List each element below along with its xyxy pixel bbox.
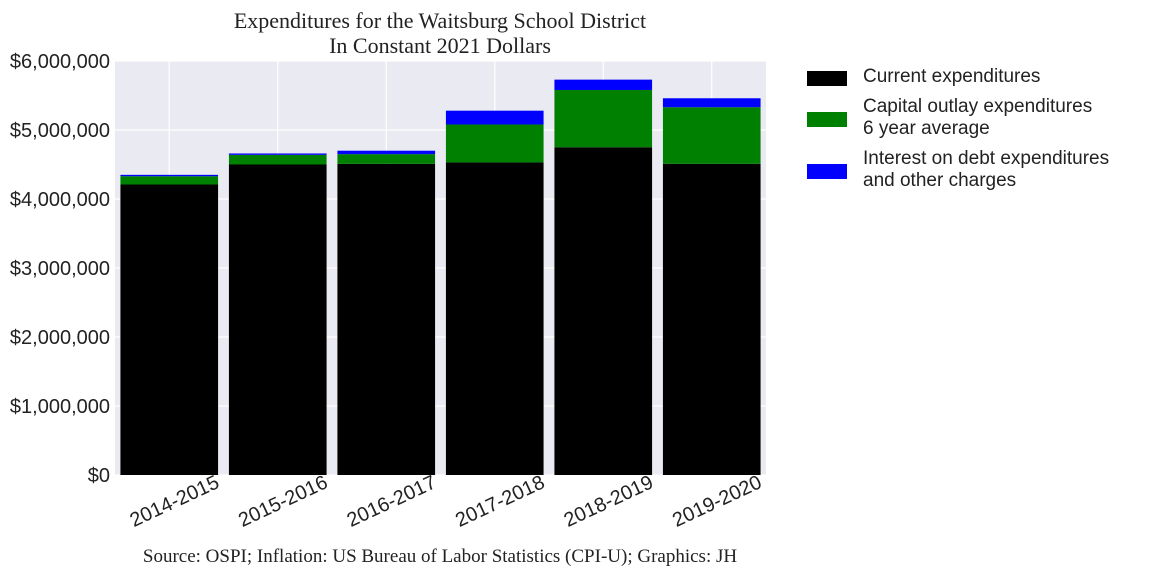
x-tick-label: 2016-2017	[344, 471, 440, 531]
source-note: Source: OSPI; Inflation: US Bureau of La…	[143, 546, 737, 567]
legend-swatch	[807, 164, 847, 179]
legend: Current expenditures Capital outlay expen…	[807, 66, 1109, 191]
legend-label: Interest on debt expenditures and other c…	[863, 148, 1109, 191]
bar-segment	[554, 147, 653, 475]
bar-segment	[228, 154, 327, 165]
y-tick-label: $1,000,000	[10, 396, 110, 418]
legend-label: Current expenditures	[863, 66, 1040, 87]
bar-segment	[445, 110, 544, 125]
bar-segment	[554, 79, 653, 90]
x-tick-label: 2017-2018	[452, 471, 548, 531]
y-tick-label: $5,000,000	[10, 120, 110, 142]
x-tick-label: 2015-2016	[235, 471, 331, 531]
bar-segment	[337, 150, 436, 155]
y-tick-label: $2,000,000	[10, 327, 110, 349]
x-tick-label: 2014-2015	[127, 471, 223, 531]
bar-segment	[337, 154, 436, 164]
y-tick-label: $4,000,000	[10, 189, 110, 211]
bar-segment	[662, 163, 761, 475]
y-tick-label: $6,000,000	[10, 51, 110, 73]
x-tick-label: 2019-2020	[669, 471, 765, 531]
legend-swatch	[807, 71, 847, 86]
x-axis-ticks: 2014-2015 2015-2016 2016-2017 2017-2018 2018…	[127, 471, 765, 531]
bar-segment	[120, 174, 219, 177]
bar-segment	[445, 124, 544, 163]
legend-swatch	[807, 112, 847, 127]
bar-segment	[445, 162, 544, 475]
chart-subtitle: In Constant 2021 Dollars	[329, 33, 551, 58]
bar-segment	[120, 176, 219, 185]
y-axis-ticks: $0 $1,000,000 $2,000,000 $3,000,000 $4,000,0…	[10, 51, 110, 487]
bars	[120, 79, 761, 475]
legend-label: Capital outlay expenditures 6 year averag…	[863, 96, 1092, 139]
bar-segment	[662, 107, 761, 164]
bar-segment	[662, 98, 761, 108]
bar-segment	[228, 153, 327, 155]
y-tick-label: $0	[88, 465, 110, 487]
chart-title: Expenditures for the Waitsburg School Di…	[234, 8, 646, 33]
bar-segment	[554, 89, 653, 148]
bar-segment	[337, 163, 436, 475]
bar-segment	[120, 184, 219, 475]
y-tick-label: $3,000,000	[10, 258, 110, 280]
x-tick-label: 2018-2019	[561, 471, 657, 531]
bar-segment	[228, 164, 327, 475]
